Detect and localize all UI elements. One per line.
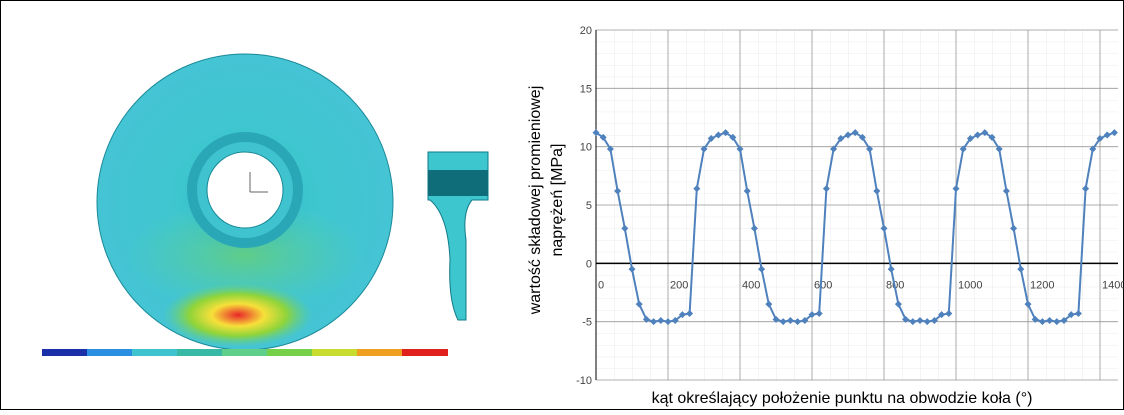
x-tick-label: 1000 (958, 279, 982, 291)
figure: wartość składowej promieniowej naprężeń … (0, 0, 1124, 410)
x-tick-label: 1200 (1030, 279, 1054, 291)
chart: wartość składowej promieniowej naprężeń … (527, 25, 1124, 407)
x-tick-label: 400 (742, 279, 760, 291)
colorbar (42, 349, 448, 356)
y-tick-label: 15 (580, 83, 592, 95)
y-tick-label: 10 (580, 142, 592, 154)
y-tick-label: -5 (582, 317, 592, 329)
y-tick-label: 5 (586, 200, 592, 212)
x-tick-label: 1400 (1102, 279, 1124, 291)
x-tick-label: 0 (598, 279, 604, 291)
y-axis-label: naprężeń [MPa] (549, 144, 566, 257)
y-axis-label: wartość składowej promieniowej (527, 86, 544, 316)
y-tick-label: -10 (576, 375, 592, 387)
y-tick-label: 0 (586, 258, 592, 270)
x-tick-label: 200 (670, 279, 688, 291)
y-tick-label: 20 (580, 25, 592, 37)
x-tick-label: 600 (814, 279, 832, 291)
x-axis-label: kąt określający położenie punktu na obwo… (652, 390, 1033, 407)
